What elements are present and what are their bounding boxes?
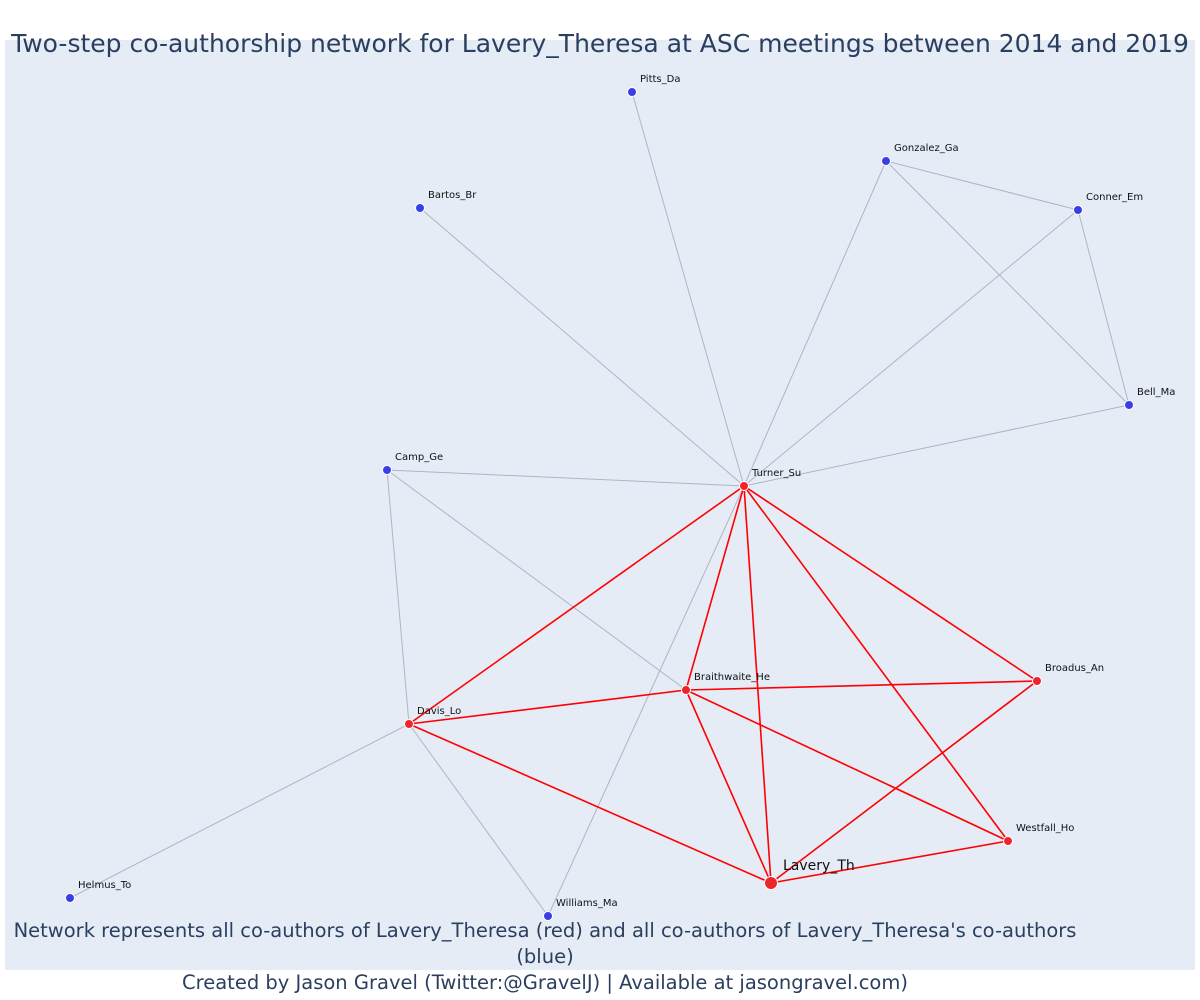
edge-Turner_Su-Pitts_Da: [631, 91, 745, 487]
chart-caption: Network represents all co-authors of Lav…: [0, 918, 1090, 996]
edge-Davis_Lo-Williams_Ma: [408, 723, 549, 917]
node-label-Bartos_Br: Bartos_Br: [428, 190, 477, 201]
node-label-Westfall_Ho: Westfall_Ho: [1016, 823, 1074, 834]
edge-Turner_Su-Broadus_An: [743, 485, 1038, 682]
node-label-Lavery_Th: Lavery_Th: [783, 858, 855, 874]
node-Camp_Ge[interactable]: [382, 465, 392, 475]
node-label-Bell_Ma: Bell_Ma: [1137, 387, 1175, 398]
node-Broadus_An[interactable]: [1032, 676, 1042, 686]
edge-layer: [69, 91, 1130, 917]
node-Bartos_Br[interactable]: [415, 203, 425, 213]
plot-area: [5, 40, 1195, 970]
node-Westfall_Ho[interactable]: [1003, 836, 1013, 846]
edge-Braithwaite_He-Broadus_An: [685, 680, 1038, 691]
node-Braithwaite_He[interactable]: [681, 685, 691, 695]
edge-Turner_Su-Bartos_Br: [419, 207, 745, 487]
node-label-Camp_Ge: Camp_Ge: [395, 452, 443, 463]
edge-Camp_Ge-Braithwaite_He: [386, 469, 687, 691]
chart-title: Two-step co-authorship network for Laver…: [11, 29, 1189, 58]
edge-Turner_Su-Williams_Ma: [547, 485, 745, 917]
edge-Westfall_Ho-Lavery_Th: [770, 840, 1009, 884]
edge-Turner_Su-Conner_Em: [743, 209, 1079, 487]
edge-Braithwaite_He-Westfall_Ho: [685, 689, 1009, 842]
node-label-Braithwaite_He: Braithwaite_He: [694, 672, 770, 683]
edge-Davis_Lo-Helmus_To: [69, 723, 410, 899]
caption-line-2: Created by Jason Gravel (Twitter:@Gravel…: [182, 971, 908, 994]
node-Davis_Lo[interactable]: [404, 719, 414, 729]
edge-Broadus_An-Lavery_Th: [770, 680, 1038, 884]
edge-Turner_Su-Camp_Ge: [386, 469, 745, 487]
edge-Turner_Su-Westfall_Ho: [743, 485, 1009, 842]
edge-Turner_Su-Gonzalez_Ga: [743, 160, 887, 487]
node-Turner_Su[interactable]: [739, 481, 749, 491]
node-label-Turner_Su: Turner_Su: [751, 468, 801, 479]
label-layer: Lavery_Th Turner_Su Braithwaite_He Davis_Lo…: [78, 74, 1175, 909]
edge-Turner_Su-Braithwaite_He: [685, 485, 745, 691]
node-Bell_Ma[interactable]: [1124, 400, 1134, 410]
edge-Camp_Ge-Davis_Lo: [386, 469, 410, 725]
node-layer: [65, 87, 1134, 921]
edge-Turner_Su-Davis_Lo: [408, 485, 745, 725]
edge-Gonzalez_Ga-Bell_Ma: [885, 160, 1130, 406]
node-Conner_Em[interactable]: [1073, 205, 1083, 215]
node-label-Conner_Em: Conner_Em: [1086, 192, 1143, 203]
node-label-Williams_Ma: Williams_Ma: [556, 898, 618, 909]
node-label-Broadus_An: Broadus_An: [1045, 663, 1104, 674]
caption-line-1: Network represents all co-authors of Lav…: [13, 919, 1077, 968]
node-Helmus_To[interactable]: [65, 893, 75, 903]
node-label-Gonzalez_Ga: Gonzalez_Ga: [894, 143, 959, 154]
edge-Davis_Lo-Braithwaite_He: [408, 689, 687, 725]
node-label-Helmus_To: Helmus_To: [78, 880, 131, 891]
node-Williams_Ma[interactable]: [543, 911, 553, 921]
node-Pitts_Da[interactable]: [627, 87, 637, 97]
edge-Davis_Lo-Lavery_Th: [408, 723, 772, 884]
node-Lavery_Th[interactable]: [764, 876, 778, 890]
node-Gonzalez_Ga[interactable]: [881, 156, 891, 166]
edge-Braithwaite_He-Lavery_Th: [685, 689, 772, 884]
edge-Gonzalez_Ga-Conner_Em: [885, 160, 1079, 211]
edge-Turner_Su-Lavery_Th: [743, 485, 772, 884]
edge-Conner_Em-Bell_Ma: [1077, 209, 1130, 406]
node-label-Davis_Lo: Davis_Lo: [417, 706, 461, 717]
node-label-Pitts_Da: Pitts_Da: [640, 74, 680, 85]
edge-Turner_Su-Bell_Ma: [743, 404, 1130, 487]
